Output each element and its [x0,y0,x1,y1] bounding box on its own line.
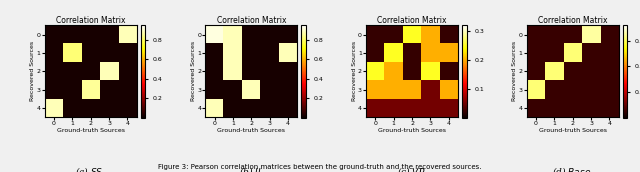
Title: Correlation Matrix: Correlation Matrix [216,16,286,25]
X-axis label: Ground-truth Sources: Ground-truth Sources [539,128,607,133]
Y-axis label: Recovered Sources: Recovered Sources [191,41,196,101]
X-axis label: Ground-truth Sources: Ground-truth Sources [57,128,125,133]
Title: Correlation Matrix: Correlation Matrix [56,16,125,25]
Text: (c) $\mathit{VP}$.: (c) $\mathit{VP}$. [397,165,428,172]
X-axis label: Ground-truth Sources: Ground-truth Sources [218,128,285,133]
X-axis label: Ground-truth Sources: Ground-truth Sources [378,128,446,133]
Text: (d) $\mathit{Base}$.: (d) $\mathit{Base}$. [552,165,593,172]
Y-axis label: Recovered Sources: Recovered Sources [30,41,35,101]
Y-axis label: Recovered Sources: Recovered Sources [512,41,517,101]
Title: Correlation Matrix: Correlation Matrix [377,16,447,25]
Text: (b) $\mathit{II}$.: (b) $\mathit{II}$. [239,165,264,172]
Title: Correlation Matrix: Correlation Matrix [538,16,607,25]
Y-axis label: Recovered Sources: Recovered Sources [351,41,356,101]
Text: Figure 3: Pearson correlation matrices between the ground-truth and the recovere: Figure 3: Pearson correlation matrices b… [158,164,482,170]
Text: (a) $\mathit{SS}$.: (a) $\mathit{SS}$. [76,165,106,172]
